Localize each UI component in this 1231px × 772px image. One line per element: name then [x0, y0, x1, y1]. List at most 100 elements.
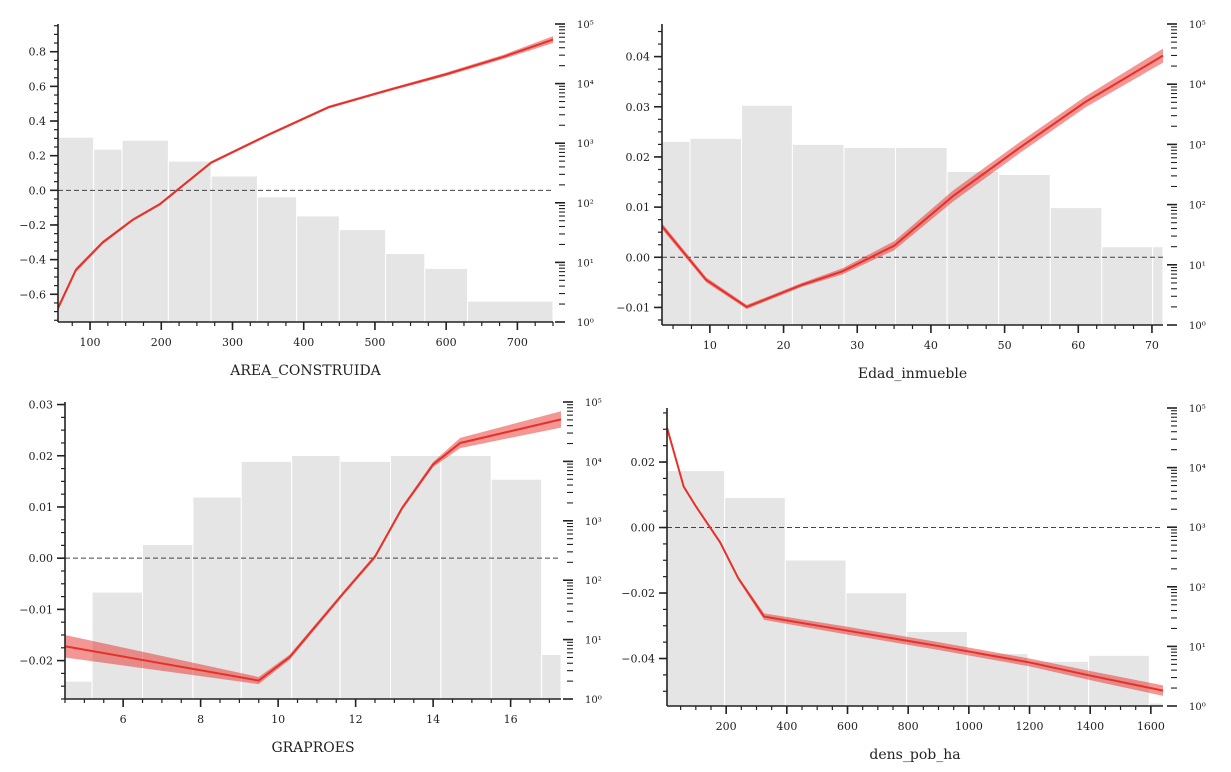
x-tick-label: 20	[777, 339, 791, 352]
histogram-bar	[845, 592, 908, 707]
log-tick-label: 10⁵	[585, 398, 602, 409]
histogram-bar	[93, 148, 123, 323]
x-tick-label: 6	[120, 713, 127, 726]
x-tick-label: 800	[898, 720, 919, 733]
chart-panel-3: −0.02 −0.01 0.00 0.01 0.02 0.03 6 8 10 12 14 16 GRAP…	[19, 398, 601, 756]
histogram-bar	[843, 146, 897, 326]
y-tick-label: 0.8	[29, 46, 47, 59]
y-tick-label: 0.4	[29, 115, 47, 128]
histogram-bar	[256, 196, 298, 323]
histogram-bar	[385, 252, 426, 323]
effect-line	[57, 38, 554, 309]
log-tick-label: 10¹	[577, 258, 594, 269]
x-tick-label: 200	[716, 720, 737, 733]
y-tick-label: 0.00	[626, 251, 651, 264]
histogram-bar	[210, 175, 258, 323]
x-tick-label: 1000	[955, 720, 983, 733]
y-tick-label: 0.02	[631, 456, 656, 469]
histogram-bar	[784, 559, 847, 707]
histogram-bar	[291, 454, 341, 700]
effect-line	[64, 418, 562, 682]
x-tick-label: 70	[1145, 339, 1159, 352]
chart-panel-2: −0.01 0.00 0.01 0.02 0.03 0.04 10 20 30 40 50 60 70 E…	[616, 20, 1205, 382]
x-tick-label: 30	[850, 339, 864, 352]
x-tick-label: 50	[998, 339, 1012, 352]
y-tick-label: 0.00	[631, 522, 656, 535]
log-tick-label: 10⁰	[1189, 702, 1206, 713]
x-tick-label: 40	[924, 339, 938, 352]
histogram-bar	[142, 544, 194, 700]
x-tick-label: 10	[271, 713, 285, 726]
histogram-bar	[998, 174, 1051, 326]
x-tick-label: 600	[837, 720, 858, 733]
histogram-bar	[791, 143, 845, 326]
x-tick-label: 600	[436, 336, 457, 349]
histogram-bar	[167, 160, 212, 323]
x-tick-label: 400	[776, 720, 797, 733]
log-tick-label: 10⁰	[1189, 321, 1206, 332]
histogram-bar	[666, 470, 726, 707]
x-tick-label: 400	[293, 336, 314, 349]
x-tick-label: 500	[364, 336, 385, 349]
y-tick-label: 0.00	[29, 552, 54, 565]
x-tick-label: 1400	[1076, 720, 1104, 733]
chart-panel-1: −0.6 −0.4 −0.2 0.0 0.2 0.4 0.6 0.8 100 200 300 400 5…	[19, 20, 593, 379]
x-tick-label: 8	[197, 713, 204, 726]
y-tick-label: −0.02	[19, 655, 53, 668]
histogram-bar	[57, 136, 95, 323]
log-tick-label: 10⁵	[1189, 404, 1206, 415]
histogram-bar	[741, 104, 793, 326]
x-tick-label: 100	[80, 336, 101, 349]
chart-panel-4: −0.04 −0.02 0.00 0.02 200 400 600 800 1000 1200 14…	[621, 404, 1205, 763]
log-tick-label: 10²	[1189, 201, 1206, 212]
x-tick-label: 16	[504, 713, 518, 726]
y-tick-label: 0.03	[29, 399, 54, 412]
y-tick-label: 0.03	[626, 101, 651, 114]
histogram-bar	[390, 454, 442, 700]
y-tick-label: −0.01	[19, 603, 53, 616]
x-tick-label: 60	[1071, 339, 1085, 352]
log-tick-label: 10³	[1189, 140, 1206, 151]
log-tick-label: 10⁵	[1189, 20, 1206, 31]
x-tick-label: 200	[151, 336, 172, 349]
histogram-bar	[424, 267, 469, 323]
x-tick-label: 700	[507, 336, 528, 349]
histogram-bar	[490, 478, 543, 700]
log-tick-label: 10¹	[585, 636, 602, 647]
histogram-bar	[1049, 207, 1103, 326]
x-tick-label: 14	[426, 713, 440, 726]
log-tick-label: 10²	[577, 199, 594, 210]
x-tick-label: 1200	[1016, 720, 1044, 733]
y-tick-label: −0.2	[19, 219, 46, 232]
log-tick-label: 10⁰	[585, 695, 602, 706]
histogram-bar	[339, 460, 391, 700]
x-tick-label: 12	[349, 713, 363, 726]
histogram-bar	[541, 653, 562, 700]
histogram-bar	[1101, 246, 1154, 326]
y-tick-label: 0.6	[29, 80, 47, 93]
y-tick-label: 0.02	[29, 450, 54, 463]
x-tick-label: 300	[222, 336, 243, 349]
x-tick-label: 10	[703, 339, 717, 352]
x-axis-title: dens_pob_ha	[869, 747, 960, 763]
log-tick-label: 10⁴	[1189, 464, 1206, 475]
y-tick-label: −0.6	[19, 288, 46, 301]
x-axis-title: GRAPROES	[271, 740, 354, 756]
y-tick-label: −0.4	[19, 254, 46, 267]
histogram-bar	[440, 454, 492, 700]
log-tick-label: 10¹	[1189, 642, 1206, 653]
log-tick-label: 10⁵	[577, 20, 594, 31]
log-tick-label: 10¹	[1189, 261, 1206, 272]
y-tick-label: 0.2	[29, 150, 47, 163]
histogram-bar	[64, 680, 93, 700]
log-tick-label: 10⁴	[577, 80, 594, 91]
y-tick-label: 0.01	[626, 201, 651, 214]
histogram-bar	[121, 139, 169, 323]
log-tick-label: 10³	[1189, 523, 1206, 534]
y-tick-label: 0.04	[626, 51, 651, 64]
y-tick-label: −0.02	[621, 587, 655, 600]
effect-line	[661, 54, 1164, 309]
histogram-bar	[467, 300, 554, 323]
y-tick-label: 0.01	[29, 501, 54, 514]
